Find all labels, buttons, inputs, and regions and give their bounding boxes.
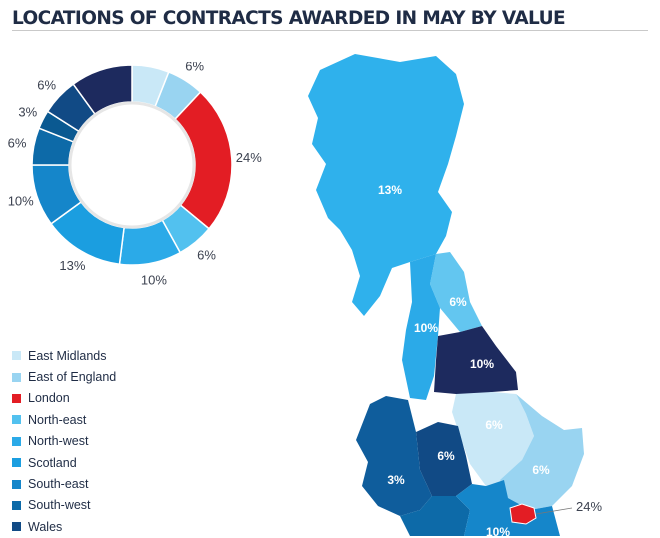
legend-swatch [12, 458, 21, 468]
map-label-north-west: 10% [414, 321, 438, 335]
map-label-south-east: 10% [486, 525, 510, 536]
london-leader-line [535, 507, 573, 515]
legend-swatch [12, 479, 21, 489]
donut-label: 6% [185, 62, 204, 74]
map-region-wales [356, 396, 432, 516]
map-label-east-of-england: 6% [532, 463, 550, 477]
map-label-london: 24% [576, 499, 602, 514]
donut-label: 6% [197, 248, 216, 263]
legend-swatch [12, 393, 21, 403]
legend-label: London [28, 391, 70, 406]
legend-item-london: London [12, 388, 116, 409]
map-label-west-midlands: 6% [437, 449, 455, 463]
legend: East Midlands East of England London Nor… [12, 345, 116, 538]
legend-item-wales: Wales [12, 516, 116, 537]
legend-swatch [12, 415, 21, 425]
map-region-south-east [456, 480, 560, 536]
donut-chart: 6%6%24%6%10%13%10%6%3%6%10% [8, 62, 263, 287]
legend-label: North-west [28, 434, 89, 449]
map-label-wales: 3% [387, 473, 405, 487]
legend-item-south-west: South-west [12, 495, 116, 516]
map-region-east-midlands [452, 392, 534, 486]
legend-swatch [12, 522, 21, 532]
legend-label: East of England [28, 370, 117, 385]
legend-label: East Midlands [28, 348, 107, 363]
donut-label: 3% [18, 104, 37, 119]
legend-item-south-east: South-east [12, 473, 116, 494]
map-region-north-west [402, 254, 440, 400]
legend-label: South-west [28, 498, 91, 513]
map-label-yorkshire: 10% [470, 357, 494, 371]
map-region-west-midlands [416, 422, 472, 496]
title-rule [12, 30, 648, 31]
legend-item-scotland: Scotland [12, 452, 116, 473]
legend-swatch [12, 436, 21, 446]
map-region-london [509, 503, 537, 525]
map-label-north-east: 6% [449, 295, 467, 309]
donut-label: 10% [8, 194, 34, 209]
map-label-scotland: 13% [378, 183, 402, 197]
donut-label: 24% [236, 150, 262, 165]
donut-inner-ring [68, 101, 196, 229]
map-region-east-of-england [500, 394, 584, 510]
uk-map: 13% 6% 10% 10% 6% 6% 3% 6% 10% 24% [308, 54, 602, 536]
legend-label: Wales [28, 519, 63, 534]
map-region-north-east [430, 252, 482, 332]
legend-label: South-east [28, 477, 89, 492]
donut-label: 13% [59, 258, 85, 273]
donut-label: 6% [8, 136, 27, 151]
chart-title: LOCATIONS OF CONTRACTS AWARDED IN MAY BY… [12, 8, 566, 29]
legend-label: Scotland [28, 455, 77, 470]
map-region-scotland [308, 54, 464, 316]
legend-swatch [12, 500, 21, 510]
legend-item-east-midlands: East Midlands [12, 345, 116, 366]
map-label-east-midlands: 6% [485, 418, 503, 432]
donut-label: 10% [141, 272, 167, 287]
map-region-yorkshire [434, 326, 518, 396]
legend-swatch [12, 351, 21, 361]
legend-label: North-east [28, 412, 87, 427]
legend-item-east-of-england: East of England [12, 366, 116, 387]
donut-label: 6% [37, 77, 56, 92]
map-region-south-west [400, 496, 470, 536]
legend-swatch [12, 372, 21, 382]
legend-item-north-east: North-east [12, 409, 116, 430]
legend-item-north-west: North-west [12, 431, 116, 452]
